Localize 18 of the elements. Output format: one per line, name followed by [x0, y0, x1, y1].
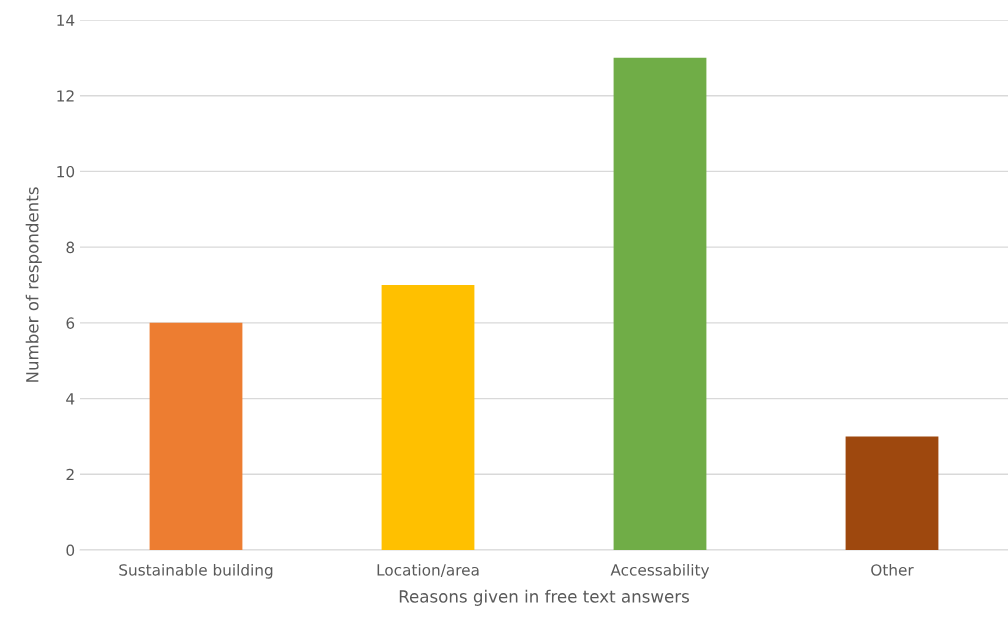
x-axis-title: Reasons given in free text answers: [399, 589, 689, 606]
bar: [381, 285, 475, 550]
bar: [613, 57, 707, 550]
x-tick-label: Sustainable building: [119, 563, 273, 579]
y-tick-label: 0: [66, 544, 75, 557]
y-tick-label: 10: [57, 165, 75, 178]
y-tick-label: 2: [66, 468, 74, 481]
x-tick-label: Location/area: [377, 563, 479, 577]
bar: [845, 436, 939, 550]
y-tick-label: 12: [57, 90, 74, 102]
y-tick-label: 6: [66, 317, 75, 329]
y-tick-label: 8: [66, 241, 75, 254]
x-tick-label: Accessability: [610, 563, 710, 579]
x-tick-label: Other: [871, 563, 914, 576]
bar: [149, 322, 243, 550]
y-tick-label: 4: [66, 393, 75, 405]
y-tick-label: 14: [57, 14, 75, 26]
y-axis-title: Number of respondents: [25, 187, 42, 382]
